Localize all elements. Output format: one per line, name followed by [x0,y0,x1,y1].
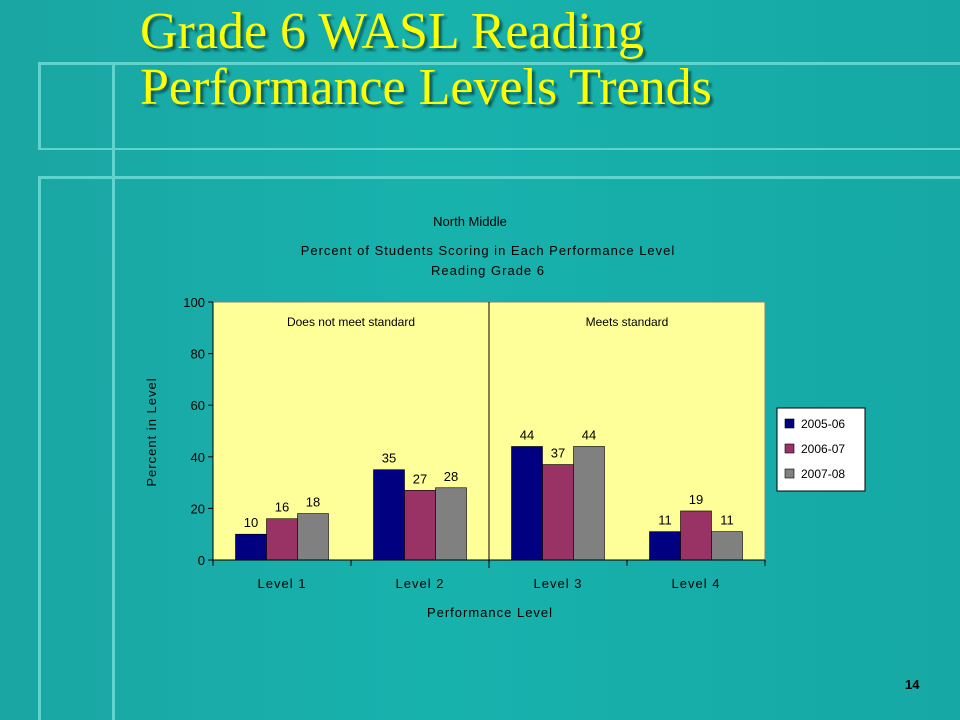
frame-line-left-lower [38,176,41,720]
frame-line-left-box [38,148,960,150]
frame-line-vertical [112,62,115,720]
x-tick-label: Level 3 [534,576,583,591]
slide-title: Grade 6 WASL Reading Performance Levels … [140,4,940,116]
legend: 2005-06 2006-07 2007-08 [776,407,866,492]
legend-entry: 2005-06 [801,417,845,431]
bar [373,469,405,561]
legend-swatch [784,443,795,454]
data-label: 44 [520,427,534,442]
legend-entry: 2007-08 [801,467,845,481]
y-tick-label: 40 [191,450,205,465]
page-number: 14 [905,677,920,692]
y-tick-label: 80 [191,347,205,362]
frame-line-left-outer [38,62,41,148]
chart-title-line-2: Reading Grade 6 [431,263,545,278]
y-tick-label: 60 [191,398,205,413]
bar [573,446,605,561]
bars-layer: 10 16 18 35 27 28 44 37 44 11 19 11 [235,427,743,561]
y-tick-label: 100 [183,295,205,310]
bar [266,518,298,561]
axes-layer: 0 20 40 60 80 100 Level 1 Level 2 Level 3 Level 4 [183,295,766,591]
y-tick-label: 20 [191,501,205,516]
x-tick-label: Level 4 [672,576,721,591]
bar [235,533,267,561]
data-label: 11 [720,513,734,528]
data-label: 16 [275,500,289,515]
bar [649,531,681,561]
x-tick-label: Level 1 [258,576,307,591]
chart-school-name: North Middle [433,214,507,229]
bar [435,487,467,561]
chart-title-line-1: Percent of Students Scoring in Each Perf… [301,243,676,258]
bar [297,513,329,561]
slide-title-line-2: Performance Levels Trends [140,59,712,116]
region-label: Meets standard [586,315,669,329]
bar [404,490,436,561]
bar [511,446,543,561]
legend-swatch [784,418,795,429]
data-label: 19 [689,492,703,507]
y-axis-label: Percent in Level [144,377,159,486]
data-label: 37 [551,446,565,461]
frame-line-top-inner [38,176,960,179]
x-tick-label: Level 2 [396,576,445,591]
y-tick-label: 0 [198,553,205,568]
data-label: 18 [306,495,320,510]
bar [542,464,574,561]
legend-swatch [784,468,795,479]
frame-line-top-outer [38,62,960,65]
legend-entry: 2006-07 [801,442,845,456]
data-label: 35 [382,451,396,466]
bar [711,531,743,561]
x-axis-label: Performance Level [427,605,553,620]
data-label: 44 [582,427,596,442]
data-label: 11 [658,513,672,528]
data-label: 10 [244,515,258,530]
bar [680,510,712,561]
region-label: Does not meet standard [287,315,415,329]
region-layer: Does not meet standard Meets standard [287,302,668,568]
slide-title-line-1: Grade 6 WASL Reading [140,3,645,60]
data-label: 28 [444,469,458,484]
data-label: 27 [413,471,427,486]
